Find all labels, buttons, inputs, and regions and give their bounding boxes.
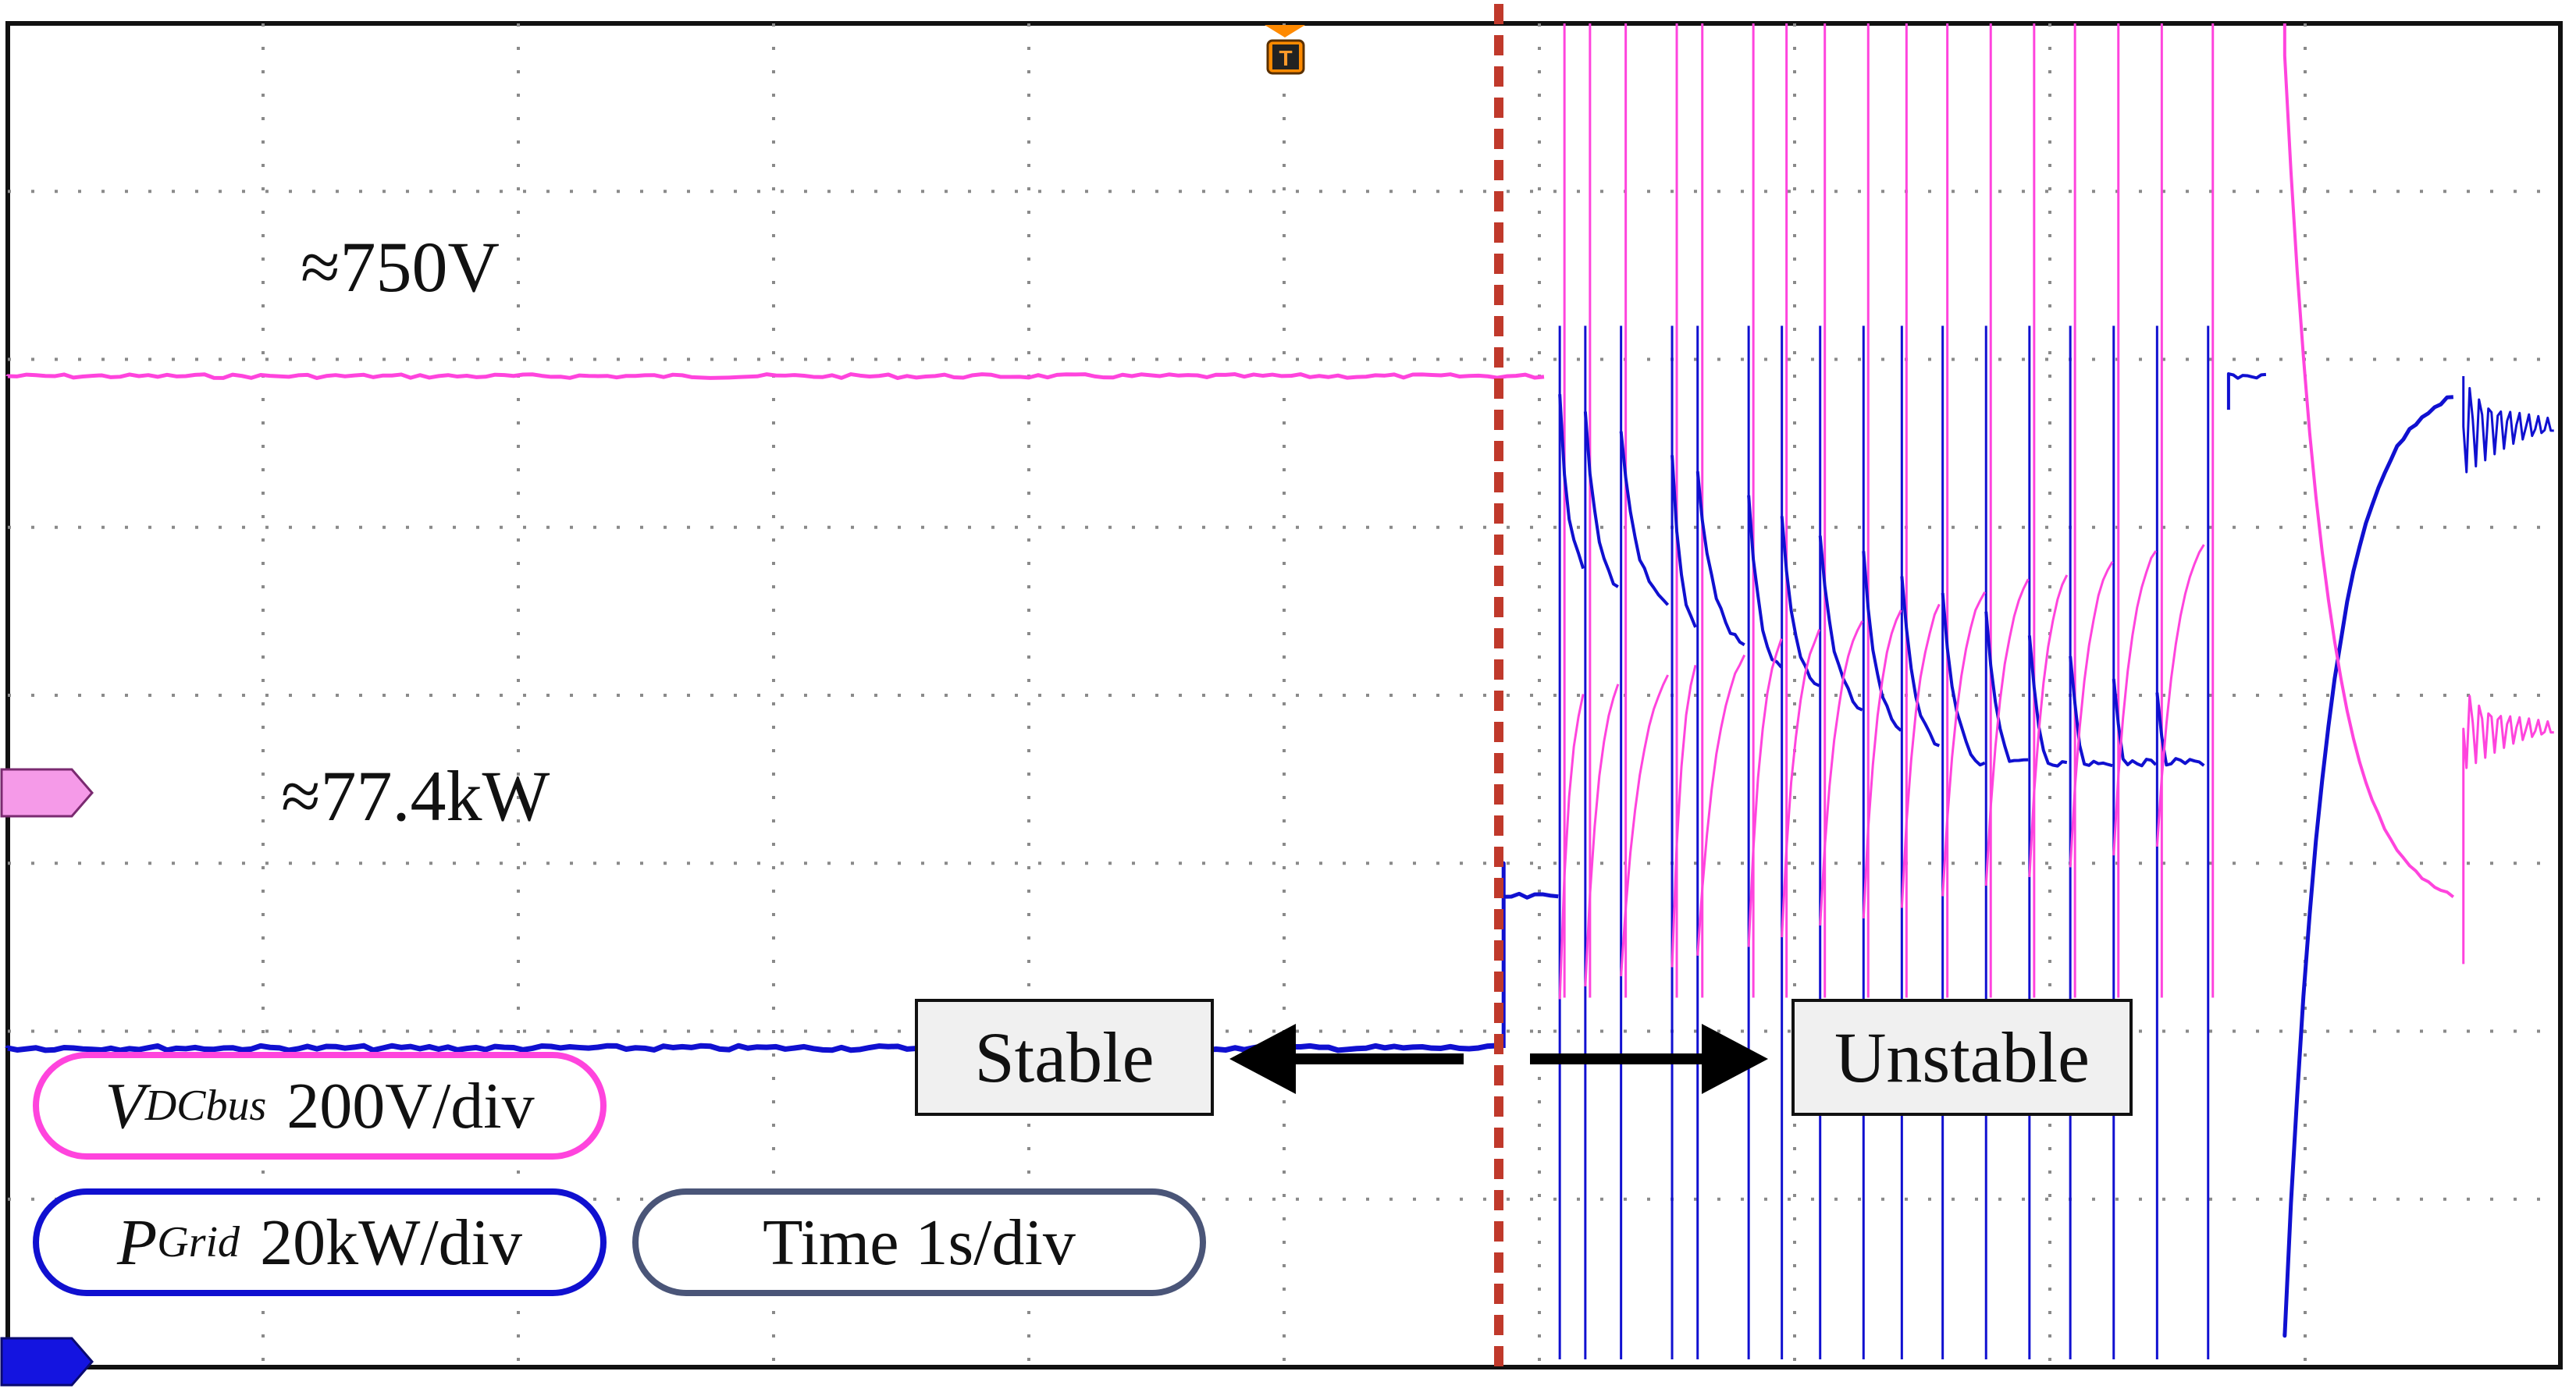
voltage-trace-unstable bbox=[2028, 574, 2069, 878]
power-trace-unstable bbox=[1862, 551, 1902, 732]
legend-power-subscript: Grid bbox=[157, 1218, 240, 1266]
voltage-trace-stable bbox=[5, 372, 1545, 380]
voltage-trace-unstable bbox=[2155, 544, 2205, 847]
power-trace-transition bbox=[1501, 861, 1559, 1049]
legend-time: Time 1s/div bbox=[632, 1188, 1206, 1296]
power-trace-unstable bbox=[1670, 455, 1697, 628]
power-trace-unstable bbox=[1780, 516, 1820, 687]
power-trace-unstable bbox=[2027, 635, 2068, 768]
legend-power: P Grid 20kW/div bbox=[33, 1188, 607, 1296]
voltage-trace-unstable bbox=[2069, 561, 2114, 868]
power-trace-recovery bbox=[2226, 372, 2267, 410]
unstable-label: Unstable bbox=[1791, 999, 2133, 1116]
power-level-annotation: ≈77.4kW bbox=[281, 756, 550, 836]
power-trace-unstable bbox=[1941, 592, 1986, 767]
trigger-marker: T bbox=[1265, 25, 1305, 75]
power-trace-stable bbox=[5, 1043, 1498, 1053]
power-trace-recovery bbox=[2282, 395, 2453, 1338]
power-trace-unstable bbox=[1619, 431, 1670, 606]
voltage-trace-unstable bbox=[1747, 638, 1783, 947]
power-trace-unstable bbox=[2155, 692, 2205, 767]
power-trace-unstable bbox=[1583, 411, 1619, 588]
unstable-arrow bbox=[1530, 1024, 1768, 1094]
legend-power-symbol: P bbox=[116, 1206, 158, 1279]
power-trace-unstable bbox=[1695, 471, 1745, 647]
voltage-trace-unstable bbox=[1620, 674, 1669, 977]
voltage-trace-recovery bbox=[2282, 23, 2455, 898]
voltage-channel-marker bbox=[0, 768, 94, 818]
voltage-trace-unstable bbox=[1984, 578, 2030, 886]
voltage-trace-oscillation bbox=[2462, 694, 2554, 964]
plot-frame bbox=[5, 21, 2563, 1369]
stable-arrow bbox=[1229, 1024, 1464, 1094]
legend-voltage-symbol: V bbox=[105, 1069, 145, 1142]
power-trace-unstable bbox=[1900, 576, 1941, 748]
power-trace-unstable bbox=[1984, 611, 2029, 763]
stable-label: Stable bbox=[915, 999, 1214, 1116]
power-trace-unstable bbox=[2069, 655, 2113, 768]
voltage-level-annotation: ≈750V bbox=[301, 227, 500, 307]
power-trace-oscillation bbox=[2462, 376, 2554, 474]
voltage-trace-unstable bbox=[2112, 550, 2158, 856]
trigger-marker-label: T bbox=[1279, 46, 1292, 70]
voltage-trace-unstable bbox=[1781, 629, 1821, 938]
power-channel-marker bbox=[0, 1337, 94, 1387]
traces bbox=[5, 23, 2554, 1359]
voltage-trace-unstable bbox=[1696, 654, 1746, 956]
legend-voltage: V DCbus 200V/div bbox=[33, 1052, 607, 1160]
legend-voltage-subscript: DCbus bbox=[144, 1082, 267, 1130]
voltage-trace-unstable bbox=[1900, 603, 1941, 908]
legend-power-scale: 20kW/div bbox=[260, 1206, 523, 1279]
power-trace-unstable bbox=[1747, 495, 1783, 669]
voltage-trace-unstable bbox=[1584, 684, 1620, 987]
voltage-trace-unstable bbox=[1941, 591, 1986, 897]
legend-voltage-scale: 200V/div bbox=[286, 1069, 535, 1142]
power-trace-unstable bbox=[1818, 535, 1863, 712]
voltage-trace-unstable bbox=[1819, 620, 1864, 926]
voltage-trace-unstable bbox=[1670, 664, 1697, 968]
voltage-trace-unstable bbox=[1558, 694, 1585, 1000]
voltage-trace-unstable bbox=[1862, 609, 1902, 919]
power-trace-unstable bbox=[1558, 394, 1585, 570]
